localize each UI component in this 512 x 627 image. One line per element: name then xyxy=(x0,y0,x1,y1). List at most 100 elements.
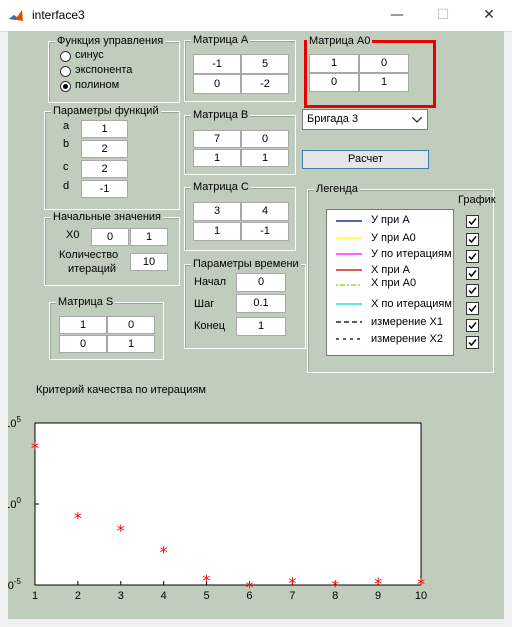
param-a-input[interactable]: 1 xyxy=(81,120,128,138)
minimize-button[interactable]: — xyxy=(390,7,404,23)
matlab-icon xyxy=(9,10,23,21)
param-d-input[interactable]: -1 xyxy=(81,180,128,198)
data-point: * xyxy=(160,542,168,561)
matrix-c-cell-11[interactable]: 3 xyxy=(193,202,241,221)
data-point: * xyxy=(203,571,211,590)
time-start-label: Начал xyxy=(194,276,227,288)
time-start-input[interactable]: 0 xyxy=(236,273,286,292)
close-button[interactable]: ✕ xyxy=(483,7,495,23)
legend-label-meas-x2: измерение Х2 xyxy=(371,333,443,345)
calculate-button[interactable]: Расчет xyxy=(302,150,429,169)
graph-checkbox[interactable] xyxy=(466,302,479,315)
matrix-s-cell-21[interactable]: 0 xyxy=(59,335,107,353)
maximize-button[interactable]: ☐ xyxy=(436,7,450,23)
data-point: * xyxy=(117,521,125,540)
check-icon xyxy=(468,305,477,313)
x-tick-label: 7 xyxy=(289,590,295,602)
initial-values-title: Начальные значения xyxy=(51,210,163,224)
time-step-label: Шаг xyxy=(194,298,215,310)
brigade-select[interactable]: Бригада 3 xyxy=(302,109,428,130)
iterations-label-2: итераций xyxy=(68,263,117,275)
param-b-input[interactable]: 2 xyxy=(81,140,128,158)
matrix-a0-cell-21[interactable]: 0 xyxy=(309,73,359,92)
matrix-a0-group: Матрица A0 xyxy=(304,34,436,108)
graph-checkbox[interactable] xyxy=(466,336,479,349)
radio-sine[interactable] xyxy=(60,51,71,62)
matrix-a0-cell-11[interactable]: 1 xyxy=(309,54,359,73)
graph-checkbox[interactable] xyxy=(466,267,479,280)
param-c-label: c xyxy=(63,161,69,173)
check-icon xyxy=(468,218,477,226)
data-point: * xyxy=(74,508,82,527)
brigade-select-value: Бригада 3 xyxy=(307,113,359,125)
y-tick-label: 105 xyxy=(8,415,22,430)
graph-checkbox[interactable] xyxy=(466,233,479,246)
radio-polynom-label: полином xyxy=(75,79,120,91)
graph-column-label: График xyxy=(458,194,496,206)
param-d-label: d xyxy=(63,180,70,192)
matrix-a0-cell-12[interactable]: 0 xyxy=(359,54,409,73)
matrix-b-cell-22[interactable]: 1 xyxy=(241,149,289,167)
data-point: * xyxy=(245,577,253,596)
legend-label-meas-x1: измерение Х1 xyxy=(371,316,443,328)
matrix-a-group: Матрица A xyxy=(184,33,296,102)
graph-checkbox[interactable] xyxy=(466,215,479,228)
matrix-a-cell-22[interactable]: -2 xyxy=(241,74,289,94)
x0-input-1[interactable]: 0 xyxy=(91,228,129,246)
matrix-b-cell-21[interactable]: 1 xyxy=(193,149,241,167)
graph-checkbox[interactable] xyxy=(466,250,479,263)
legend-label-y-a: У при А xyxy=(371,214,410,226)
matrix-b-cell-12[interactable]: 0 xyxy=(241,130,289,148)
data-point: * xyxy=(31,439,39,458)
matrix-b-cell-11[interactable]: 7 xyxy=(193,130,241,148)
x-tick-label: 8 xyxy=(332,590,338,602)
legend-box: У при А У при А0 У по итерациям Х при А … xyxy=(326,209,454,356)
y-tick-label: 100 xyxy=(8,496,22,511)
x-axis: 1 2 3 4 5 6 7 8 9 10 xyxy=(32,581,427,602)
legend-label-y-a0: У при А0 xyxy=(371,232,416,244)
title-bar: interface3 — ☐ ✕ xyxy=(0,0,512,32)
x-tick-label: 4 xyxy=(161,590,167,602)
iterations-input[interactable]: 10 xyxy=(130,253,168,271)
iterations-label-1: Количество xyxy=(59,249,119,261)
time-step-input[interactable]: 0.1 xyxy=(236,294,286,313)
time-params-title: Параметры времени xyxy=(191,257,301,271)
x0-input-2[interactable]: 1 xyxy=(130,228,168,246)
figure-client-area: Функция управления синус экспонента поли… xyxy=(8,31,504,619)
check-icon xyxy=(468,270,477,278)
check-icon xyxy=(468,322,477,330)
matrix-b-group: Матрица B xyxy=(184,108,296,175)
x-tick-label: 6 xyxy=(246,590,252,602)
data-point: * xyxy=(417,575,425,594)
graph-checkbox[interactable] xyxy=(466,319,479,332)
data-point: * xyxy=(331,576,339,595)
matrix-a-cell-11[interactable]: -1 xyxy=(193,54,241,74)
graph-checkbox[interactable] xyxy=(466,284,479,297)
matrix-s-group: Матрица S xyxy=(49,295,164,360)
matrix-s-cell-11[interactable]: 1 xyxy=(59,316,107,334)
legend-label-y-iter: У по итерациям xyxy=(371,248,452,260)
matrix-a0-cell-22[interactable]: 1 xyxy=(359,73,409,92)
data-point: * xyxy=(288,574,296,593)
matrix-a-cell-21[interactable]: 0 xyxy=(193,74,241,94)
matrix-c-title: Матрица C xyxy=(191,180,251,194)
matrix-s-cell-22[interactable]: 1 xyxy=(107,335,155,353)
initial-values-group: Начальные значения xyxy=(44,210,180,286)
check-icon xyxy=(468,253,477,261)
radio-polynom[interactable] xyxy=(60,81,71,92)
matrix-c-cell-21[interactable]: 1 xyxy=(193,222,241,241)
param-c-input[interactable]: 2 xyxy=(81,160,128,178)
matrix-s-cell-12[interactable]: 0 xyxy=(107,316,155,334)
matrix-c-cell-22[interactable]: -1 xyxy=(241,222,289,241)
time-end-input[interactable]: 1 xyxy=(236,317,286,336)
time-params-group: Параметры времени xyxy=(184,257,306,349)
matrix-a-cell-12[interactable]: 5 xyxy=(241,54,289,74)
legend-line-samples xyxy=(336,220,362,340)
matrix-a0-title: Матрица A0 xyxy=(307,34,373,48)
radio-exponent[interactable] xyxy=(60,66,71,77)
x-tick-label: 1 xyxy=(32,590,38,602)
matrix-c-cell-12[interactable]: 4 xyxy=(241,202,289,221)
x-tick-label: 5 xyxy=(203,590,209,602)
radio-sine-label: синус xyxy=(75,49,104,61)
param-a-label: a xyxy=(63,120,70,132)
